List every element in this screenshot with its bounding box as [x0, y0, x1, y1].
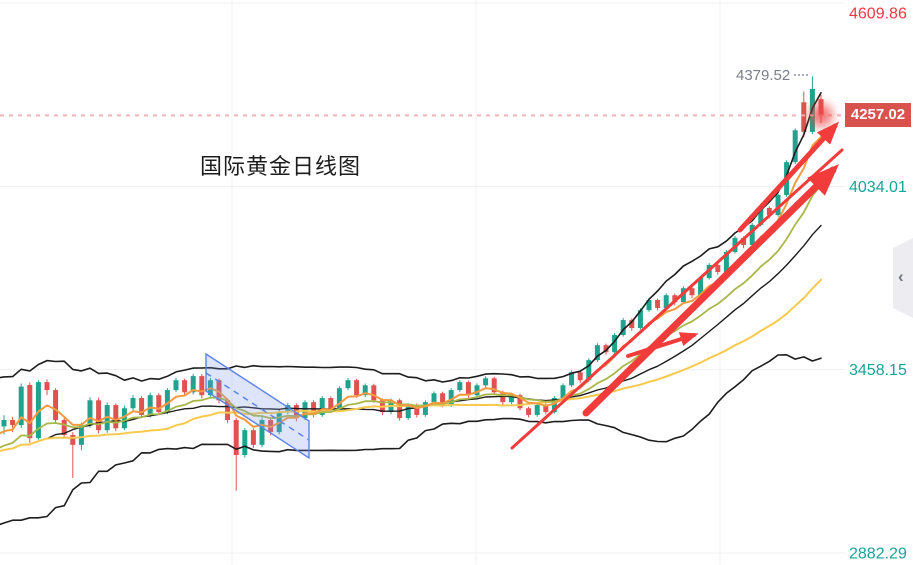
chevron-left-icon: ‹	[898, 267, 904, 286]
flag-pattern-highlight	[205, 352, 310, 460]
price-axis-label: 4609.86	[849, 6, 907, 23]
trend-line	[510, 148, 844, 450]
candlestick-series	[1, 76, 824, 491]
high-price-label: 4379.52	[736, 67, 809, 84]
panel-collapse-tab[interactable]: ‹	[893, 238, 913, 318]
price-axis-label: 2882.29	[849, 546, 907, 563]
price-axis-label: 4034.01	[849, 179, 907, 196]
tab-shape	[893, 238, 913, 318]
ma-fast-line	[0, 135, 822, 435]
trend-arrows	[510, 121, 844, 450]
up-trend-arrow	[626, 332, 699, 358]
bollinger-basis-line	[0, 224, 822, 452]
bollinger-lower-band	[0, 353, 822, 526]
high-price-value: 4379.52	[736, 67, 791, 84]
grid-lines	[0, 0, 845, 565]
price-axis-label: 3458.15	[849, 362, 907, 379]
chart-title: 国际黄金日线图	[200, 154, 362, 179]
up-trend-arrow	[582, 164, 839, 417]
bollinger-upper-band	[0, 92, 822, 383]
dotted-leader-icon	[794, 73, 809, 76]
last-price-glow-core	[815, 109, 827, 121]
current-price-badge: 4257.02	[845, 103, 911, 128]
price-axis: 4609.86 4034.01 3458.15 2882.29	[849, 6, 907, 563]
flag-midline	[205, 372, 310, 441]
up-trend-arrow	[737, 121, 840, 233]
ma-slow-line	[0, 278, 822, 452]
plot-area	[0, 76, 844, 526]
